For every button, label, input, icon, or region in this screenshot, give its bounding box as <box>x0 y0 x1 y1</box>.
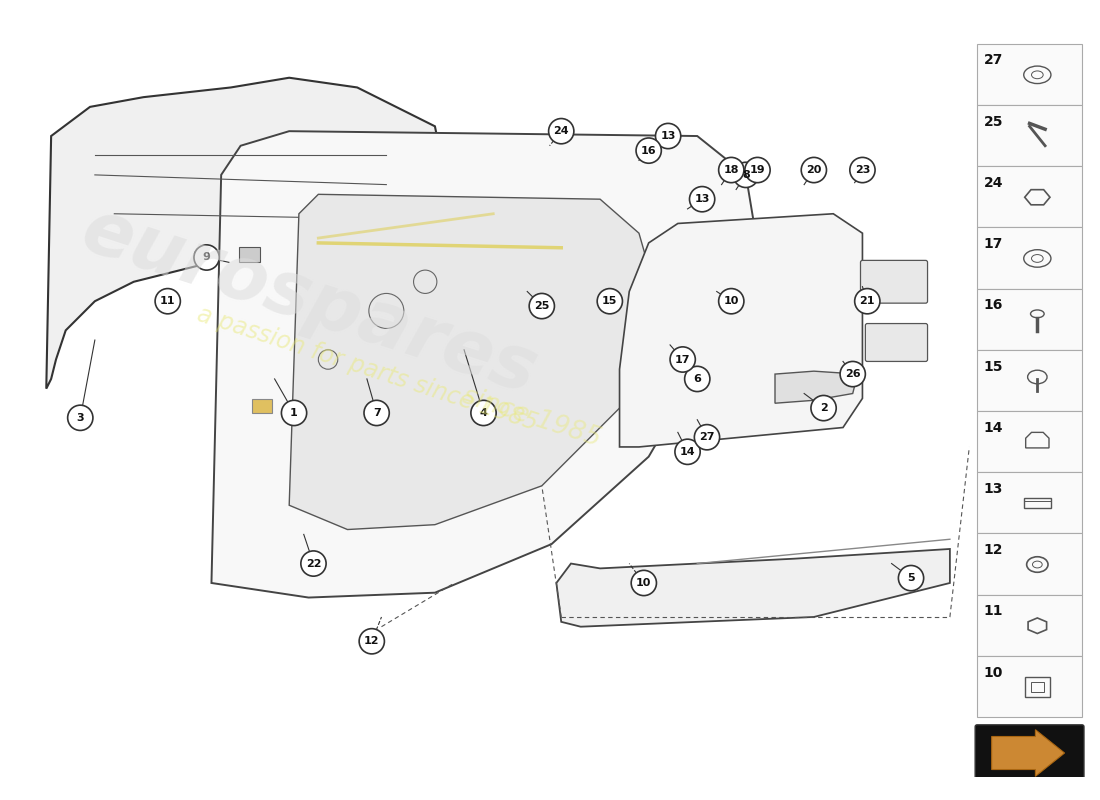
Circle shape <box>597 289 623 314</box>
Circle shape <box>155 289 180 314</box>
Bar <box>977 289 1082 350</box>
Circle shape <box>855 289 880 314</box>
Text: 21: 21 <box>859 296 876 306</box>
Text: eurospares: eurospares <box>72 194 546 409</box>
Circle shape <box>718 158 744 182</box>
Text: 24: 24 <box>983 176 1003 190</box>
Text: 19: 19 <box>750 165 766 175</box>
Bar <box>239 246 260 262</box>
Text: 17: 17 <box>675 354 691 365</box>
Text: 24: 24 <box>553 126 569 136</box>
Text: since 1985: since 1985 <box>460 383 605 453</box>
Circle shape <box>631 570 657 596</box>
Text: 14: 14 <box>983 421 1003 434</box>
Circle shape <box>811 395 836 421</box>
Bar <box>977 472 1082 534</box>
Text: 22: 22 <box>306 558 321 569</box>
FancyBboxPatch shape <box>860 260 927 303</box>
Text: 15: 15 <box>983 359 1003 374</box>
Polygon shape <box>289 194 659 530</box>
Text: 17: 17 <box>983 237 1003 251</box>
Text: 11: 11 <box>160 296 176 306</box>
Text: 25: 25 <box>983 114 1003 129</box>
Circle shape <box>300 551 326 576</box>
Circle shape <box>690 186 715 212</box>
Text: 10: 10 <box>983 666 1003 679</box>
Text: 6: 6 <box>693 374 701 384</box>
Text: 11: 11 <box>983 604 1003 618</box>
Text: 20: 20 <box>806 165 822 175</box>
Text: 12: 12 <box>983 543 1003 557</box>
Circle shape <box>734 162 759 187</box>
Circle shape <box>899 566 924 590</box>
Circle shape <box>282 400 307 426</box>
Bar <box>977 44 1082 105</box>
Polygon shape <box>46 78 444 389</box>
Text: 10: 10 <box>724 296 739 306</box>
Polygon shape <box>992 730 1065 776</box>
Text: 18: 18 <box>724 165 739 175</box>
Text: 15: 15 <box>602 296 617 306</box>
Text: 26: 26 <box>845 369 860 379</box>
FancyBboxPatch shape <box>866 323 927 362</box>
Polygon shape <box>557 549 950 626</box>
Circle shape <box>694 425 719 450</box>
Circle shape <box>68 405 92 430</box>
Text: 3: 3 <box>77 413 84 422</box>
Text: 13: 13 <box>694 194 710 204</box>
Circle shape <box>670 347 695 372</box>
Circle shape <box>529 294 554 318</box>
Bar <box>977 227 1082 289</box>
Circle shape <box>718 289 744 314</box>
Bar <box>977 411 1082 472</box>
Text: 9: 9 <box>202 253 210 262</box>
Circle shape <box>636 138 661 163</box>
Circle shape <box>359 629 384 654</box>
Bar <box>252 399 272 413</box>
Circle shape <box>801 158 826 182</box>
Bar <box>977 166 1082 227</box>
Circle shape <box>656 123 681 149</box>
Bar <box>1024 498 1050 508</box>
Text: 2: 2 <box>820 403 827 413</box>
Circle shape <box>850 158 876 182</box>
Circle shape <box>684 366 710 391</box>
Text: a passion for parts since 1985: a passion for parts since 1985 <box>194 302 540 436</box>
Text: 5: 5 <box>908 573 915 583</box>
Polygon shape <box>776 371 858 403</box>
Text: 837 05: 837 05 <box>1000 787 1059 800</box>
Text: 13: 13 <box>660 131 675 141</box>
Text: 27: 27 <box>983 54 1003 67</box>
Circle shape <box>840 362 866 386</box>
Bar <box>1025 678 1050 697</box>
Text: 14: 14 <box>680 447 695 457</box>
Text: 8: 8 <box>742 170 750 180</box>
Text: 1: 1 <box>290 408 298 418</box>
Bar <box>977 350 1082 411</box>
Polygon shape <box>619 214 862 447</box>
Text: 12: 12 <box>364 636 380 646</box>
Text: 23: 23 <box>855 165 870 175</box>
Text: 4: 4 <box>480 408 487 418</box>
FancyBboxPatch shape <box>976 725 1084 787</box>
Circle shape <box>194 245 219 270</box>
Bar <box>977 105 1082 166</box>
Circle shape <box>675 439 701 465</box>
Circle shape <box>549 118 574 144</box>
Bar <box>977 594 1082 656</box>
Circle shape <box>471 400 496 426</box>
Polygon shape <box>211 131 756 598</box>
Text: 16: 16 <box>641 146 657 156</box>
Text: 7: 7 <box>373 408 381 418</box>
Circle shape <box>364 400 389 426</box>
Text: 16: 16 <box>983 298 1003 312</box>
Text: 25: 25 <box>535 301 550 311</box>
Bar <box>977 656 1082 717</box>
Bar <box>977 534 1082 594</box>
Text: 27: 27 <box>700 432 715 442</box>
Text: 13: 13 <box>983 482 1003 496</box>
Circle shape <box>745 158 770 182</box>
Bar <box>1031 682 1044 692</box>
Text: 10: 10 <box>636 578 651 588</box>
